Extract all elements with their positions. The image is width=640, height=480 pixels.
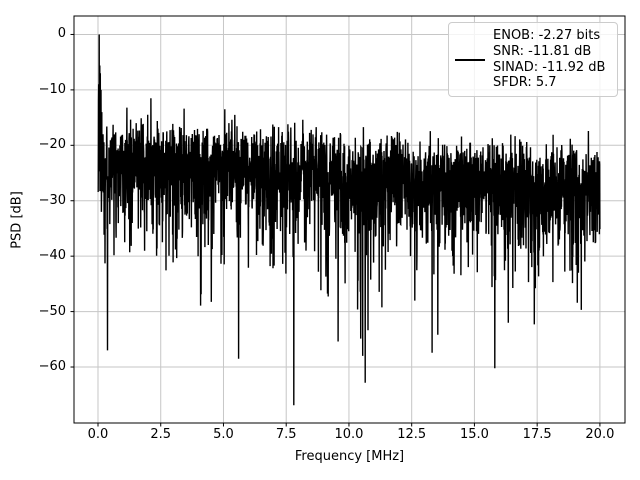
y-tick-label: 0 xyxy=(57,26,66,42)
legend-sfdr-value: SFDR: 5.7 xyxy=(493,75,557,91)
x-tick-label: 15.0 xyxy=(459,427,489,442)
x-tick-label: 2.5 xyxy=(150,427,172,442)
x-tick-label: 12.5 xyxy=(397,427,427,442)
legend-metrics: ENOB: -2.27 bits SNR: -11.81 dB SINAD: -… xyxy=(493,28,605,91)
legend-line-sample xyxy=(455,58,485,61)
y-tick-label: −10 xyxy=(38,81,66,97)
legend: ENOB: -2.27 bits SNR: -11.81 dB SINAD: -… xyxy=(448,22,618,97)
y-tick-label: −20 xyxy=(38,137,66,153)
x-tick-label: 17.5 xyxy=(522,427,552,442)
y-axis-label: PSD [dB] xyxy=(9,190,25,249)
axes-frame xyxy=(73,15,626,424)
y-tick-label: −30 xyxy=(38,192,66,208)
x-tick-label: 20.0 xyxy=(585,427,615,442)
x-axis-label: Frequency [MHz] xyxy=(294,449,405,464)
legend-enob-value: ENOB: -2.27 bits xyxy=(493,28,601,44)
y-tick-label: −40 xyxy=(38,248,66,264)
x-tick-label: 5.0 xyxy=(213,427,234,442)
axis-tick-marks xyxy=(70,33,601,427)
x-tick-label: 7.5 xyxy=(275,427,297,442)
x-tick-label: 0.0 xyxy=(87,427,109,442)
psd-data-line xyxy=(97,34,601,406)
y-tick-label: −60 xyxy=(38,359,66,375)
legend-snr-value: SNR: -11.81 dB xyxy=(493,43,592,59)
legend-sinad-value: SINAD: -11.92 dB xyxy=(493,59,606,75)
x-tick-label: 10.0 xyxy=(334,427,364,442)
y-tick-label: −50 xyxy=(38,303,66,319)
